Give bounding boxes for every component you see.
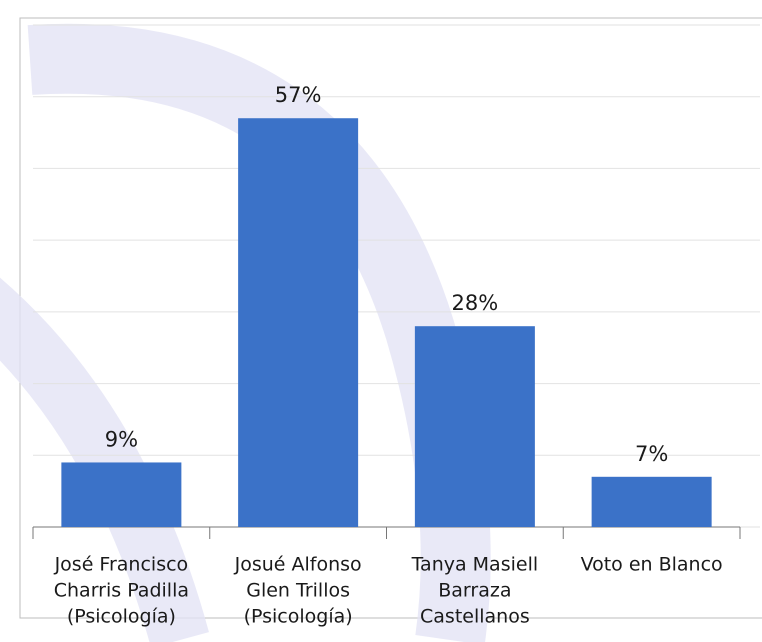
x-tick-label: Castellanos bbox=[420, 606, 530, 628]
watermark-arc bbox=[27, 23, 491, 642]
bar bbox=[414, 326, 535, 527]
data-label: 28% bbox=[452, 291, 499, 315]
x-tick-label: José Francisco bbox=[54, 554, 189, 576]
x-tick-label: (Psicología) bbox=[67, 606, 176, 628]
x-tick-label: Glen Trillos bbox=[246, 580, 350, 602]
x-tick-label: Voto en Blanco bbox=[581, 554, 723, 576]
x-tick-label: Tanya Masiell bbox=[411, 554, 539, 576]
bar bbox=[591, 476, 712, 527]
bar bbox=[61, 462, 182, 527]
data-label: 57% bbox=[275, 83, 322, 107]
data-label: 9% bbox=[105, 427, 138, 451]
x-tick-label: Josué Alfonso bbox=[234, 554, 362, 576]
x-tick-label: Charris Padilla bbox=[54, 580, 189, 602]
x-tick-label: (Psicología) bbox=[244, 606, 353, 628]
x-tick-label: Barraza bbox=[438, 580, 511, 602]
bar bbox=[238, 118, 359, 527]
data-label: 7% bbox=[635, 442, 668, 466]
watermark-arc bbox=[0, 277, 209, 642]
